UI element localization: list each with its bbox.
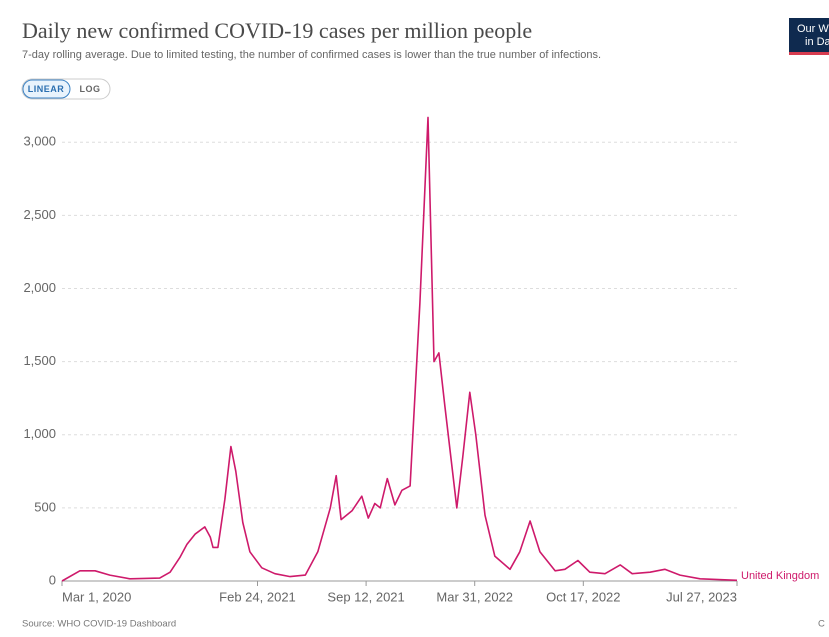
- chart-title: Daily new confirmed COVID-19 cases per m…: [22, 18, 532, 43]
- logo-stripe: [789, 52, 829, 55]
- source: Source: WHO COVID-19 Dashboard: [22, 619, 176, 630]
- linear-button[interactable]: [22, 79, 71, 99]
- log-label[interactable]: LOG: [80, 84, 101, 94]
- logo-box: [789, 18, 829, 54]
- y-tick-label: 3,000: [23, 134, 56, 149]
- y-tick-label: 0: [49, 572, 56, 587]
- chart-subtitle: 7-day rolling average. Due to limited te…: [22, 49, 601, 61]
- x-tick-label: Mar 1, 2020: [62, 589, 131, 604]
- y-tick-label: 1,500: [23, 353, 56, 368]
- x-tick-label: Oct 17, 2022: [546, 589, 620, 604]
- logo: Our W in Da: [789, 18, 829, 55]
- x-tick-label: Sep 12, 2021: [327, 589, 404, 604]
- y-tick-label: 2,000: [23, 280, 56, 295]
- x-tick-label: Feb 24, 2021: [219, 589, 296, 604]
- y-tick-label: 500: [34, 499, 56, 514]
- x-tick-label: Jul 27, 2023: [666, 589, 737, 604]
- series-line: [61, 116, 738, 582]
- y-tick-label: 1,000: [23, 426, 56, 441]
- x-tick-label: Mar 31, 2022: [436, 589, 513, 604]
- scale-toggle: LINEAR LOG: [21, 78, 111, 100]
- logo-text: in Da: [805, 36, 829, 48]
- license: C: [818, 619, 825, 630]
- logo-text: Our W: [797, 23, 829, 35]
- linear-label[interactable]: LINEAR: [28, 84, 65, 94]
- y-tick-label: 2,500: [23, 207, 56, 222]
- series-label: United Kingdom: [741, 570, 819, 582]
